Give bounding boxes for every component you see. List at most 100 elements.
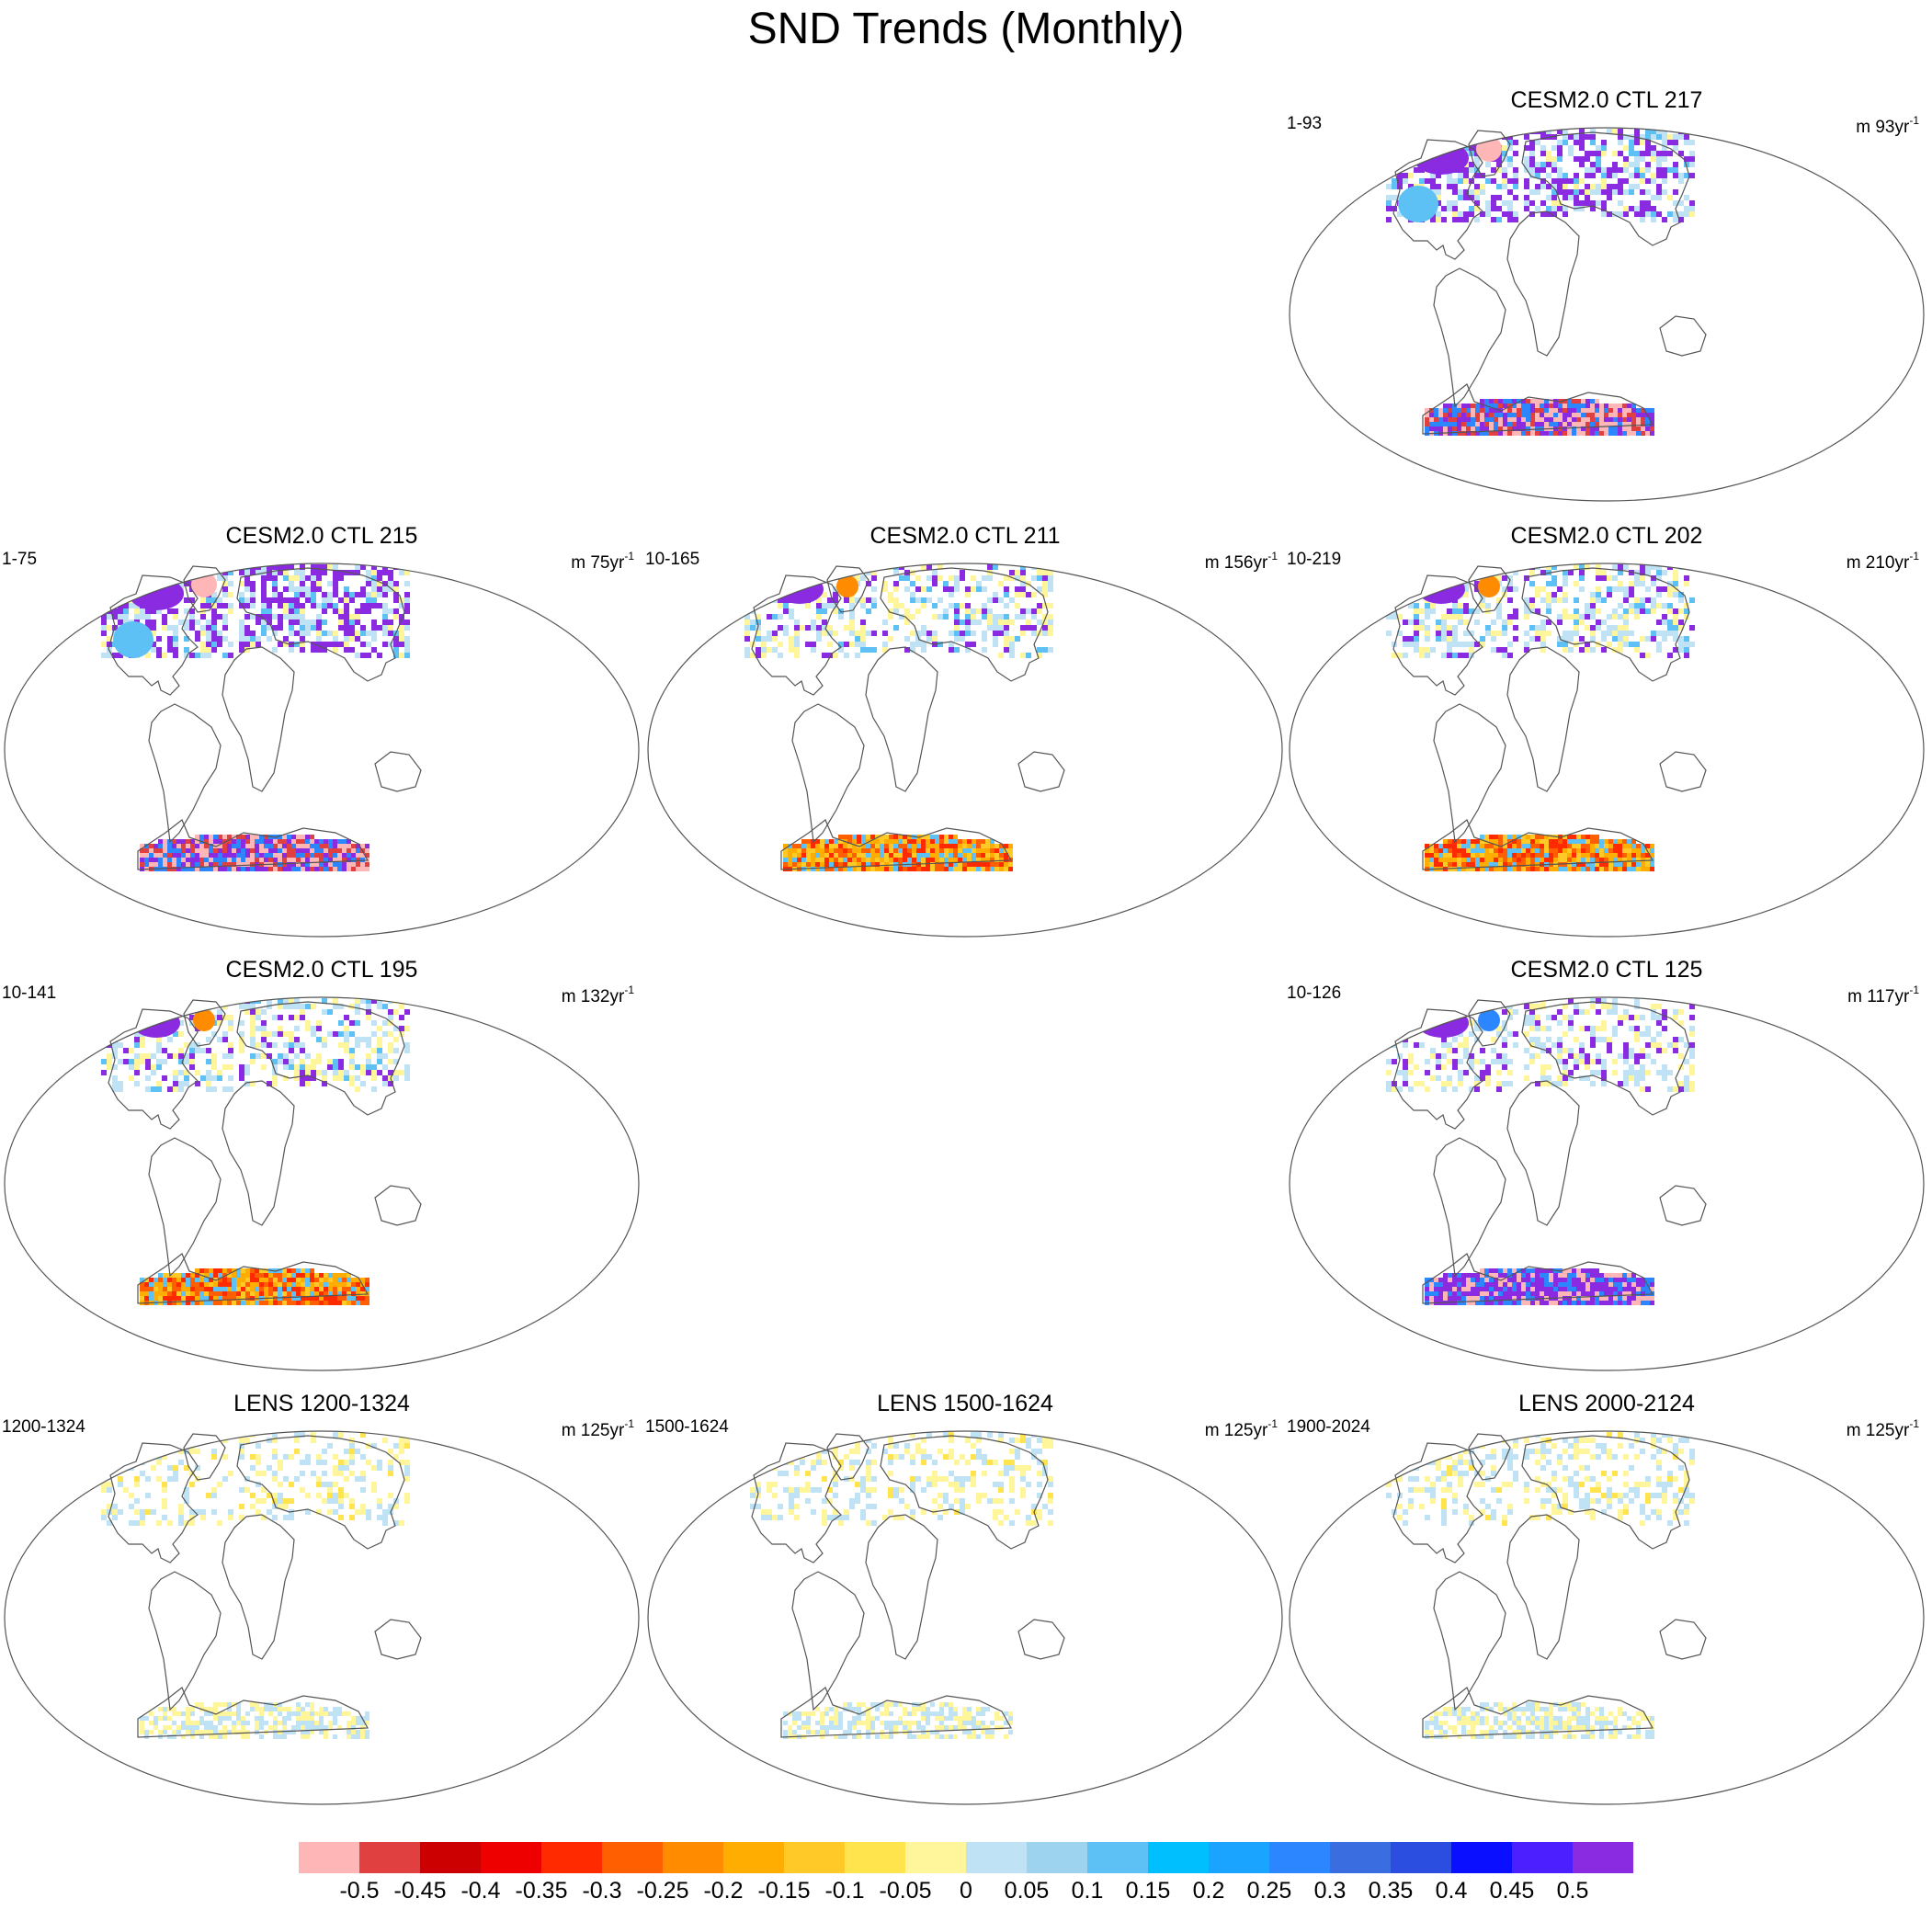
snow-cell	[173, 1075, 178, 1081]
antarctic-cell	[1448, 858, 1452, 862]
antarctic-cell	[1535, 858, 1540, 862]
snow-cell	[228, 592, 233, 597]
snow-cell	[360, 586, 366, 592]
snow-cell	[1540, 620, 1546, 625]
snow-cell	[1452, 217, 1458, 222]
snow-cell	[1579, 564, 1585, 570]
snow-cell	[1392, 575, 1397, 581]
snow-cell	[300, 608, 305, 614]
snow-cell	[1585, 1053, 1590, 1059]
antarctic-cell	[190, 853, 195, 858]
snow-cell	[156, 581, 162, 586]
antarctic-cell	[801, 858, 806, 862]
snow-cell	[200, 653, 206, 658]
antarctic-cell	[291, 867, 296, 871]
snow-cell	[239, 1075, 244, 1081]
antarctic-cell	[222, 858, 227, 862]
antarctic-cell	[1498, 417, 1503, 422]
antarctic-cell	[1443, 848, 1448, 853]
antarctic-cell	[356, 862, 360, 867]
snow-cell	[1408, 1020, 1414, 1026]
snow-cell	[294, 998, 300, 1004]
antarctic-cell	[291, 839, 296, 844]
antarctic-cell	[1461, 1287, 1466, 1291]
snow-cell	[1667, 620, 1673, 625]
antarctic-cell	[259, 1291, 264, 1296]
snow-cell	[827, 603, 833, 608]
snow-cell	[1579, 129, 1585, 134]
antarctic-cell	[1517, 835, 1521, 839]
snow-cell	[1590, 206, 1596, 211]
snow-cell	[1414, 1064, 1419, 1070]
snow-cell	[1474, 608, 1480, 614]
antarctic-cell	[1608, 1278, 1613, 1282]
antarctic-cell	[1608, 431, 1613, 436]
snow-cell	[1408, 586, 1414, 592]
snow-cell	[1579, 145, 1585, 151]
snow-cell	[822, 603, 827, 608]
antarctic-cell	[213, 858, 218, 862]
snow-cell	[355, 620, 360, 625]
snow-cell	[404, 625, 410, 631]
snow-cell	[849, 603, 855, 608]
antarctic-cell	[282, 848, 287, 853]
snow-cell	[289, 1042, 294, 1048]
snow-cell	[382, 570, 388, 575]
antarctic-cell	[181, 1296, 186, 1301]
snow-cell	[1447, 1059, 1452, 1064]
snow-cell	[151, 1015, 156, 1020]
antarctic-cell	[1604, 426, 1608, 431]
snow-cell	[1502, 1053, 1507, 1059]
snow-cell	[921, 625, 926, 631]
snow-cell	[1678, 1053, 1684, 1059]
antarctic-cell	[907, 839, 912, 844]
snow-cell	[1496, 167, 1502, 173]
snow-cell	[1678, 1009, 1684, 1015]
antarctic-cell	[1540, 858, 1544, 862]
antarctic-cell	[264, 844, 268, 848]
snow-cell	[943, 586, 949, 592]
antarctic-cell	[1517, 1268, 1521, 1273]
snow-cell	[371, 575, 377, 581]
snow-cell	[932, 614, 938, 620]
snow-cell	[1640, 1075, 1645, 1081]
antarctic-cell	[797, 862, 801, 867]
antarctic-cell	[1425, 848, 1429, 853]
antarctic-cell	[1613, 844, 1618, 848]
snow-cell	[184, 620, 189, 625]
snow-cell	[1408, 151, 1414, 156]
snow-cell	[371, 1020, 377, 1026]
antarctic-cell	[273, 844, 278, 848]
antarctic-cell	[1558, 422, 1563, 426]
snow-cell	[915, 636, 921, 642]
snow-cell	[228, 1053, 233, 1059]
snow-cell	[206, 631, 211, 636]
antarctic-cell	[1466, 417, 1471, 422]
antarctic-cell	[140, 848, 144, 853]
snow-cell	[211, 625, 217, 631]
antarctic-cell	[1641, 1278, 1645, 1282]
snow-cell	[349, 614, 355, 620]
antarctic-cell	[324, 1287, 328, 1291]
snow-cell	[1629, 1015, 1634, 1020]
snow-cell	[811, 647, 816, 653]
snow-cell	[305, 1075, 311, 1081]
antarctic-cell	[250, 1273, 255, 1278]
antarctic-cell	[1480, 1282, 1484, 1287]
snow-cell	[283, 608, 289, 614]
snow-cell	[272, 631, 278, 636]
antarctic-cell	[1429, 853, 1434, 858]
snow-cell	[371, 581, 377, 586]
antarctic-cell	[1540, 1278, 1544, 1282]
antarctic-cell	[213, 835, 218, 839]
antarctic-cell	[259, 835, 264, 839]
snow-cell	[327, 631, 333, 636]
snow-cell	[327, 1059, 333, 1064]
antarctic-cell	[1475, 426, 1480, 431]
antarctic-cell	[1461, 862, 1466, 867]
antarctic-cell	[893, 867, 898, 871]
snow-cell	[744, 581, 750, 586]
antarctic-cell	[1595, 1268, 1599, 1273]
snow-cell	[1607, 1004, 1612, 1009]
antarctic-cell	[953, 835, 958, 839]
